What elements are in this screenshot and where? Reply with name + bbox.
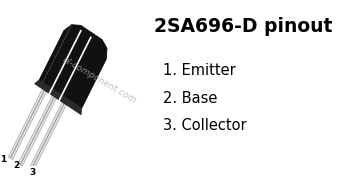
Polygon shape	[18, 90, 59, 166]
Polygon shape	[35, 80, 82, 115]
Text: 1. Emitter: 1. Emitter	[163, 63, 236, 78]
Polygon shape	[39, 25, 107, 108]
Text: el-component.com: el-component.com	[60, 55, 138, 105]
Text: 3. Collector: 3. Collector	[163, 118, 246, 133]
Text: 1: 1	[0, 155, 6, 164]
Text: 2SA696-D pinout: 2SA696-D pinout	[154, 17, 332, 36]
Text: 2. Base: 2. Base	[163, 92, 217, 106]
Text: 2: 2	[13, 161, 19, 170]
Polygon shape	[28, 96, 69, 173]
Polygon shape	[8, 83, 49, 160]
Text: 3: 3	[29, 168, 36, 176]
